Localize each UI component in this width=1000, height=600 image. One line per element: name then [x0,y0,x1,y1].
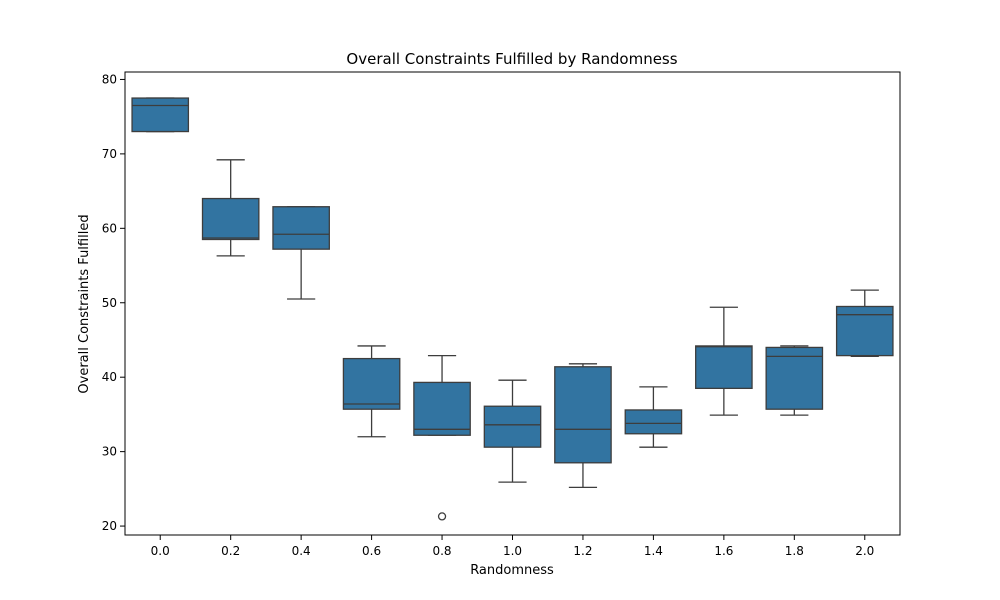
x-tick-label: 0.6 [362,544,381,558]
plot-area: 20 30 40 50 60 70 80 0.0 0.2 0.4 0.6 0.8 1.0 1.2 1.4 1.… [102,71,901,558]
box-1.8 [765,346,824,410]
box-2.0 [835,305,894,357]
y-tick-label: 30 [102,445,117,459]
x-tick-label: 0.2 [221,544,240,558]
x-tick-label: 1.4 [644,544,663,558]
box-1.6 [695,345,753,390]
x-tick-label: 1.2 [573,544,592,558]
y-tick-label: 80 [102,72,117,86]
y-tick-label: 60 [102,221,117,235]
y-tick-label: 40 [102,370,117,384]
x-tick-label: 0.4 [292,544,311,558]
box-0.6 [342,357,401,410]
y-tick-label: 20 [102,519,117,533]
x-tick-label: 2.0 [855,544,874,558]
y-tick-label: 50 [102,296,117,310]
box-0.8 [413,381,471,436]
chart-title: Overall Constraints Fulfilled by Randomn… [346,50,677,68]
box-0.2 [201,197,260,241]
x-tick-label: 0.8 [432,544,451,558]
box-1.4 [624,409,683,435]
x-tick-label: 0.0 [151,544,170,558]
y-tick-label: 70 [102,147,117,161]
box-1.2 [554,366,612,464]
box-0.0 [131,97,190,133]
box-0.4 [272,206,330,250]
y-axis-label: Overall Constraints Fulfilled [77,214,92,393]
x-axis-label: Randomness [470,563,554,578]
outlier-point [437,512,447,521]
x-tick-label: 1.6 [714,544,733,558]
x-tick-label: 1.0 [503,544,522,558]
box-1.0 [483,405,542,448]
x-tick-label: 1.8 [785,544,804,558]
